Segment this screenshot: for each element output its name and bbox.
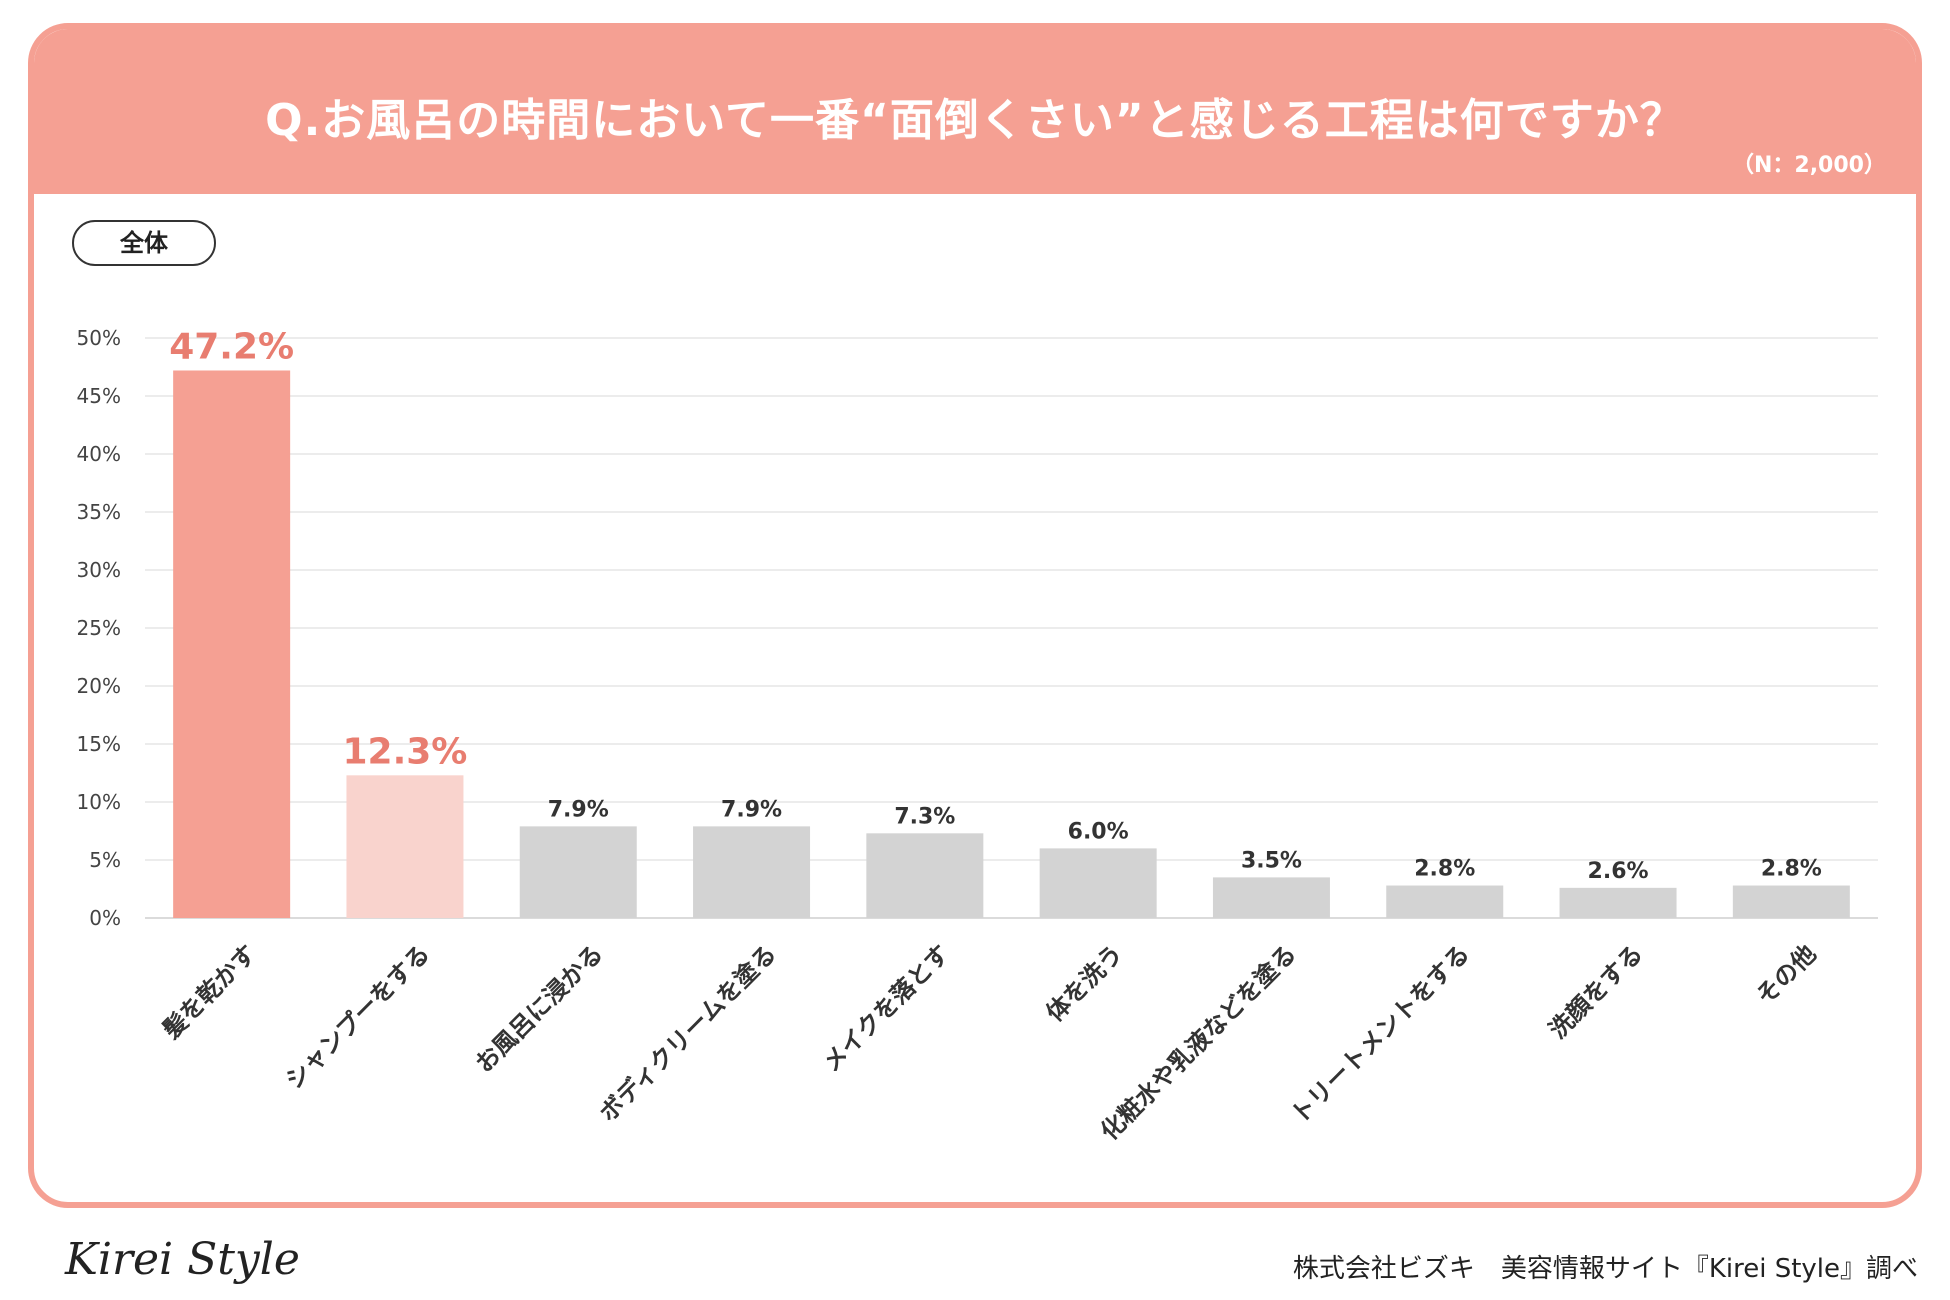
kirei-style-logo: Kirei Style (65, 1234, 300, 1285)
bar (866, 833, 984, 918)
bar (1559, 887, 1677, 918)
data-label: 6.0% (1068, 819, 1129, 844)
data-label: 2.8% (1761, 857, 1822, 882)
x-tick-label: トリートメントをする (1285, 939, 1475, 1129)
data-label: 7.9% (721, 797, 782, 822)
y-tick-label: 10% (77, 790, 121, 814)
data-label: 12.3% (342, 731, 467, 772)
y-tick-label: 5% (89, 848, 121, 872)
data-label: 3.5% (1241, 848, 1302, 873)
chart-card: Q.お風呂の時間において一番“面倒くさい”と感じる工程は何ですか？ （N：2,0… (28, 23, 1922, 1208)
x-tick-label: お風呂に浸かる (470, 939, 609, 1078)
y-tick-label: 40% (77, 442, 121, 466)
x-tick-label: その他 (1751, 939, 1822, 1010)
x-tick-label: 洗顔をする (1544, 939, 1649, 1044)
y-tick-label: 0% (89, 906, 121, 930)
header-banner: Q.お風呂の時間において一番“面倒くさい”と感じる工程は何ですか？ （N：2,0… (34, 29, 1916, 194)
bar (693, 826, 811, 918)
bar (1732, 885, 1850, 918)
y-tick-label: 45% (77, 384, 121, 408)
bar (519, 826, 637, 918)
x-tick-label: ボディクリームを塗る (594, 939, 782, 1127)
y-tick-label: 20% (77, 674, 121, 698)
bar (1212, 877, 1330, 918)
y-tick-label: 50% (77, 326, 121, 350)
bar (346, 775, 464, 918)
data-label: 2.6% (1588, 859, 1649, 884)
bar (1039, 848, 1157, 918)
data-label: 2.8% (1414, 857, 1475, 882)
x-tick-label: 体を洗う (1041, 939, 1129, 1027)
x-tick-label: 化粧水や乳液などを塗る (1095, 939, 1301, 1145)
x-tick-label: シャンプーをする (280, 939, 435, 1094)
bar-chart: 0% 5% 10% 15% 20% 25% 30% 35% 40% 45% 50% 47.2% 髪を乾か… (77, 326, 1878, 1146)
y-tick-label: 35% (77, 500, 121, 524)
y-tick-label: 25% (77, 616, 121, 640)
x-tick-label: メイクを落とす (817, 939, 955, 1077)
data-label: 47.2% (169, 326, 294, 367)
y-tick-label: 15% (77, 732, 121, 756)
data-label: 7.3% (894, 804, 955, 829)
y-tick-label: 30% (77, 558, 121, 582)
bar (173, 370, 291, 919)
x-tick-label: 髪を乾かす (157, 939, 262, 1044)
segment-label: 全体 (72, 220, 216, 266)
sample-size: （N：2,000） (1731, 153, 1886, 178)
data-label: 7.9% (548, 797, 609, 822)
chart-title: Q.お風呂の時間において一番“面倒くさい”と感じる工程は何ですか？ (265, 95, 1685, 146)
bar (1386, 885, 1504, 918)
source-credit: 株式会社ビズキ 美容情報サイト『Kirei Style』調べ (1292, 1254, 1918, 1284)
